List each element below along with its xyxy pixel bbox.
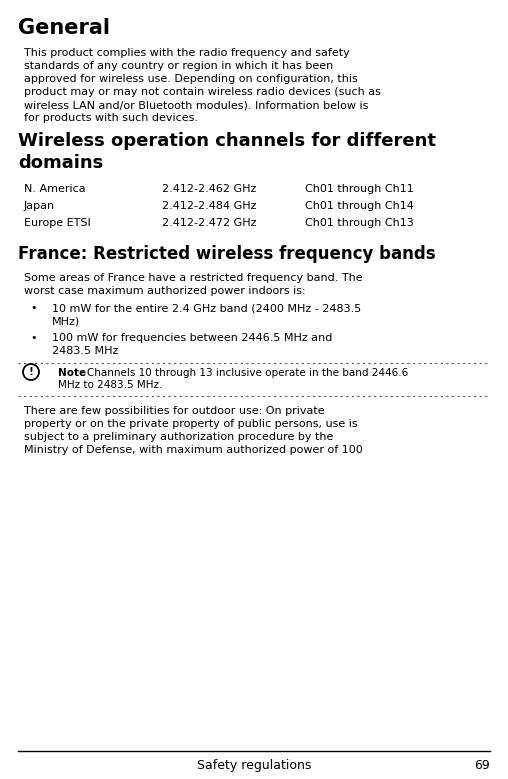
Text: property or on the private property of public persons, use is: property or on the private property of p…	[24, 419, 358, 429]
Text: approved for wireless use. Depending on configuration, this: approved for wireless use. Depending on …	[24, 74, 358, 84]
Text: worst case maximum authorized power indoors is:: worst case maximum authorized power indo…	[24, 286, 306, 296]
Text: product may or may not contain wireless radio devices (such as: product may or may not contain wireless …	[24, 87, 381, 97]
Text: domains: domains	[18, 154, 103, 172]
Text: Wireless operation channels for different: Wireless operation channels for differen…	[18, 132, 436, 150]
Text: Ch01 through Ch13: Ch01 through Ch13	[305, 218, 414, 228]
Text: Some areas of France have a restricted frequency band. The: Some areas of France have a restricted f…	[24, 273, 363, 283]
Text: General: General	[18, 18, 110, 38]
Text: 100 mW for frequencies between 2446.5 MHz and: 100 mW for frequencies between 2446.5 MH…	[52, 333, 332, 343]
Text: Ch01 through Ch14: Ch01 through Ch14	[305, 201, 414, 211]
Text: •: •	[30, 333, 37, 343]
Text: : Channels 10 through 13 inclusive operate in the band 2446.6: : Channels 10 through 13 inclusive opera…	[80, 368, 408, 378]
Text: for products with such devices.: for products with such devices.	[24, 113, 198, 123]
Text: 69: 69	[474, 759, 490, 772]
Text: This product complies with the radio frequency and safety: This product complies with the radio fre…	[24, 48, 350, 58]
Text: There are few possibilities for outdoor use: On private: There are few possibilities for outdoor …	[24, 406, 325, 416]
Text: 2.412-2.472 GHz: 2.412-2.472 GHz	[162, 218, 257, 228]
Text: subject to a preliminary authorization procedure by the: subject to a preliminary authorization p…	[24, 432, 333, 442]
Text: !: !	[28, 367, 34, 377]
Text: Europe ETSI: Europe ETSI	[24, 218, 91, 228]
Text: Ch01 through Ch11: Ch01 through Ch11	[305, 184, 414, 194]
Text: standards of any country or region in which it has been: standards of any country or region in wh…	[24, 61, 333, 71]
Text: MHz): MHz)	[52, 316, 80, 326]
Text: •: •	[30, 303, 37, 313]
Text: MHz to 2483.5 MHz.: MHz to 2483.5 MHz.	[58, 380, 163, 390]
Text: Note: Note	[58, 368, 86, 378]
Text: Japan: Japan	[24, 201, 55, 211]
Text: Ministry of Defense, with maximum authorized power of 100: Ministry of Defense, with maximum author…	[24, 445, 363, 455]
Text: N. America: N. America	[24, 184, 86, 194]
Text: 2.412-2.484 GHz: 2.412-2.484 GHz	[162, 201, 257, 211]
Text: 10 mW for the entire 2.4 GHz band (2400 MHz - 2483.5: 10 mW for the entire 2.4 GHz band (2400 …	[52, 303, 361, 313]
Text: wireless LAN and/or Bluetooth modules). Information below is: wireless LAN and/or Bluetooth modules). …	[24, 100, 368, 110]
Text: Safety regulations: Safety regulations	[197, 759, 311, 772]
Text: 2.412-2.462 GHz: 2.412-2.462 GHz	[162, 184, 257, 194]
Text: France: Restricted wireless frequency bands: France: Restricted wireless frequency ba…	[18, 245, 436, 263]
Text: 2483.5 MHz: 2483.5 MHz	[52, 346, 118, 356]
